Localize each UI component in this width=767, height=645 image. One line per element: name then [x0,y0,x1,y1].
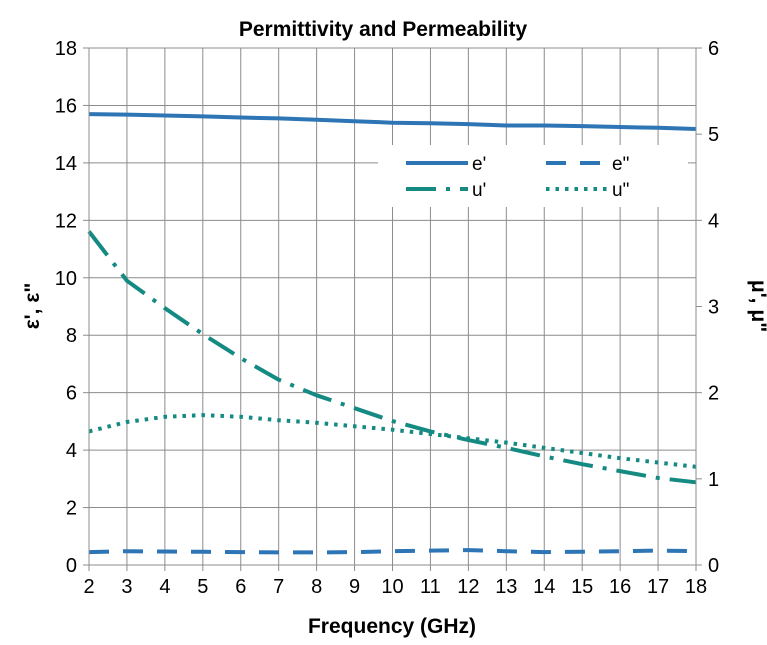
legend-box [378,145,688,207]
x-tick-label: 16 [609,576,631,598]
right-tick-label: 1 [708,469,719,491]
left-tick-label: 10 [55,268,77,290]
left-tick-label: 18 [55,38,77,60]
chart-title: Permittivity and Permeability [239,18,528,41]
x-tick-label: 17 [647,576,669,598]
left-tick-label: 6 [66,383,77,405]
x-tick-label: 15 [571,576,593,598]
right-axis-label: μ', μ" [747,280,767,332]
legend-label-3: u" [612,180,629,201]
legend-label-0: e' [472,154,486,175]
x-tick-label: 4 [159,576,170,598]
right-tick-label: 5 [708,124,719,146]
right-tick-label: 0 [708,555,719,577]
left-tick-label: 14 [55,153,77,175]
x-tick-label: 5 [197,576,208,598]
series-line-2 [87,230,697,485]
right-tick-label: 2 [708,383,719,405]
x-tick-label: 13 [495,576,517,598]
x-tick-label: 2 [83,576,94,598]
x-tick-label: 6 [235,576,246,598]
x-axis-ticks: 2 3 4 5 6 7 8 9 10 11 12 13 14 15 16 17 18 [83,565,707,598]
x-tick-label: 18 [685,576,707,598]
left-axis-ticks: 0 2 4 6 8 10 12 14 16 18 [55,38,89,577]
left-tick-label: 8 [66,325,77,347]
legend-label-2: u' [472,180,486,201]
x-tick-label: 9 [349,576,360,598]
right-tick-label: 4 [708,210,719,232]
left-tick-label: 0 [66,555,77,577]
left-tick-label: 16 [55,95,77,117]
left-tick-label: 2 [66,498,77,520]
right-tick-label: 3 [708,297,719,319]
series-layer [87,112,697,555]
x-tick-label: 12 [457,576,479,598]
x-tick-label: 7 [273,576,284,598]
series-line-0 [88,112,697,131]
x-tick-label: 14 [533,576,555,598]
left-axis-label: ε', ε" [21,283,44,330]
right-axis-ticks: 0 1 2 3 4 5 6 [696,38,719,577]
left-tick-label: 12 [55,210,77,232]
x-tick-label: 10 [381,576,403,598]
left-tick-label: 4 [66,440,77,462]
series-line-3 [88,413,697,469]
x-tick-label: 3 [121,576,132,598]
x-axis-label: Frequency (GHz) [308,615,476,638]
legend-label-1: e" [612,154,629,175]
right-tick-label: 6 [708,38,719,60]
x-tick-label: 11 [420,576,441,598]
x-tick-label: 8 [311,576,322,598]
legend: e' e" u' u" [378,145,688,207]
